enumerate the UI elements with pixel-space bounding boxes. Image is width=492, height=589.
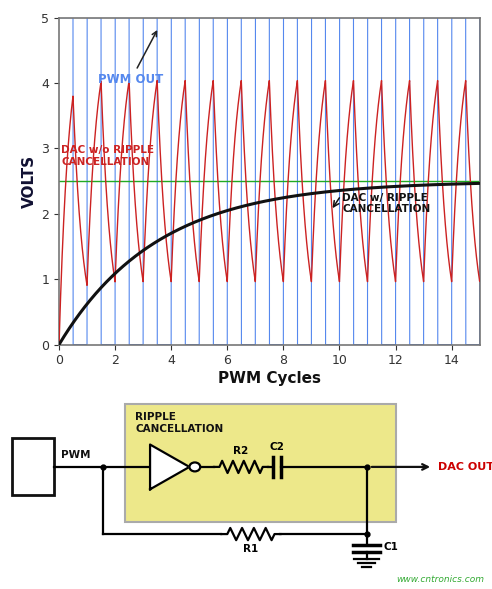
- Circle shape: [189, 462, 200, 471]
- Text: PWM: PWM: [62, 449, 91, 459]
- Text: DAC w/o RIPPLE
CANCELLATION: DAC w/o RIPPLE CANCELLATION: [62, 145, 154, 167]
- Text: PWM OUT: PWM OUT: [98, 31, 163, 86]
- Text: DAC OUT: DAC OUT: [438, 462, 492, 472]
- Text: R2: R2: [234, 445, 248, 455]
- Bar: [12, 438, 54, 495]
- Text: DAC w/ RIPPLE
CANCELLATION: DAC w/ RIPPLE CANCELLATION: [342, 193, 430, 214]
- X-axis label: PWM Cycles: PWM Cycles: [218, 372, 321, 386]
- Text: C2: C2: [270, 442, 284, 452]
- Polygon shape: [150, 445, 189, 489]
- Bar: [125, 404, 396, 522]
- Text: www.cntronics.com: www.cntronics.com: [397, 575, 485, 584]
- Y-axis label: VOLTS: VOLTS: [22, 154, 37, 208]
- Text: R1: R1: [244, 544, 258, 554]
- Text: RIPPLE
CANCELLATION: RIPPLE CANCELLATION: [135, 412, 223, 434]
- Text: C1: C1: [384, 542, 399, 552]
